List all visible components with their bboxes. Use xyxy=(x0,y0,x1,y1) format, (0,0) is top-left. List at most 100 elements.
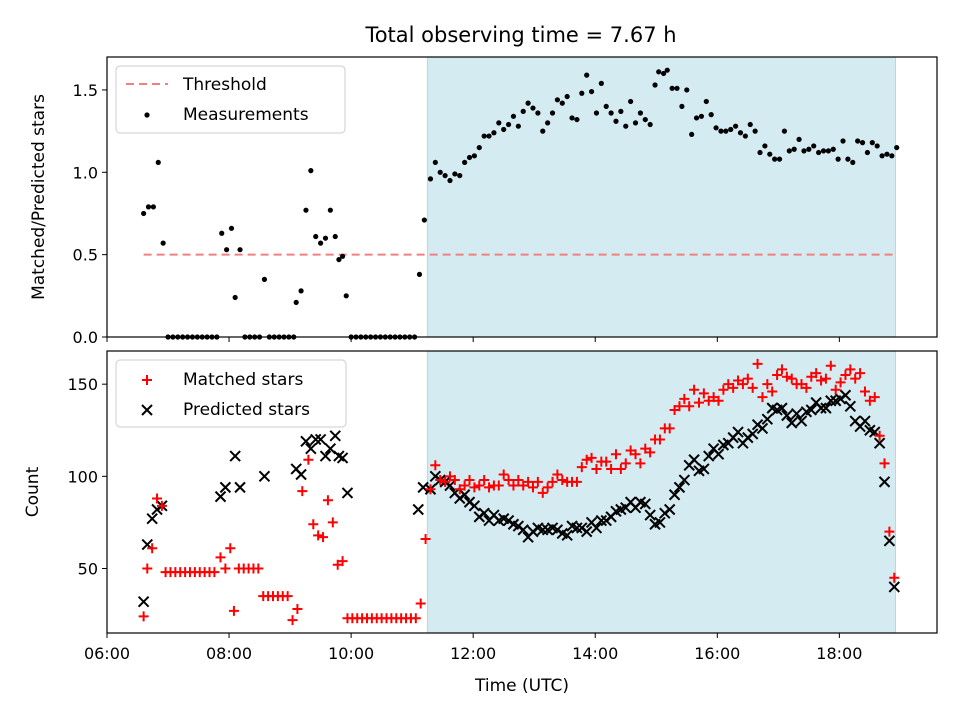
matched-star-point xyxy=(493,480,504,491)
measurement-point xyxy=(889,153,895,159)
measurement-point xyxy=(801,148,807,154)
predicted-star-point xyxy=(295,468,307,481)
matched-star-point xyxy=(420,534,431,544)
matched-star-point xyxy=(635,458,646,469)
measurement-point xyxy=(698,113,705,119)
y-tick-label: 1.0 xyxy=(73,163,98,182)
predicted-star-point xyxy=(654,516,666,529)
measurement-point xyxy=(336,256,342,263)
measurement-point xyxy=(679,103,685,110)
measurement-point xyxy=(432,159,438,166)
matched-star-point xyxy=(547,476,558,487)
matched-star-point xyxy=(297,486,308,497)
measurement-point xyxy=(150,204,156,210)
matched-star-point xyxy=(742,373,753,384)
measurement-point xyxy=(447,177,453,184)
measurement-point xyxy=(593,110,600,116)
measurement-point xyxy=(564,93,570,100)
count-panel-x-ticks: 06:00 08:00 10:00 12:00 14:00 16:00 18:00 xyxy=(84,633,862,663)
measurement-point xyxy=(618,108,624,114)
measurement-point xyxy=(559,100,565,106)
predicted-star-point xyxy=(883,535,896,547)
predicted-star-point xyxy=(786,417,798,429)
matched-star-point xyxy=(253,563,264,574)
matched-star-point xyxy=(337,556,348,567)
measurement-point xyxy=(647,121,653,128)
predicted-star-point xyxy=(878,476,891,488)
measurement-point xyxy=(811,143,817,149)
matched-star-point xyxy=(552,469,563,480)
count-panel: 50 100 150 06:00 08:00 10:00 12:00 14:00 16:00 1… xyxy=(23,350,938,696)
x-axis-label: Time (UTC) xyxy=(474,676,569,696)
matched-star-point xyxy=(415,598,426,609)
predicted-star-point xyxy=(761,413,774,425)
measurement-point xyxy=(652,82,658,88)
predicted-star-point xyxy=(146,513,158,525)
x-tick-label: 10:00 xyxy=(328,644,374,663)
predicted-star-point xyxy=(668,489,681,501)
measurement-point xyxy=(845,156,851,162)
matched-star-point xyxy=(630,449,641,460)
x-tick-label: 18:00 xyxy=(816,644,862,663)
matched-star-point xyxy=(308,519,319,530)
matched-star-point xyxy=(479,475,490,486)
measurement-point xyxy=(293,299,299,306)
matched-star-point xyxy=(698,388,709,399)
legend-box xyxy=(115,359,347,428)
measurement-point xyxy=(864,149,871,156)
matched-star-point xyxy=(747,382,758,393)
matched-star-point xyxy=(542,482,553,493)
matched-star-point xyxy=(225,543,236,554)
measurement-point xyxy=(466,154,473,161)
measurement-point xyxy=(874,143,880,149)
measurement-point xyxy=(772,156,778,162)
matched-star-point xyxy=(537,487,548,498)
matched-star-point xyxy=(138,611,149,622)
matched-star-point xyxy=(762,379,773,390)
measurement-point xyxy=(322,235,329,241)
measurement-point xyxy=(491,130,497,136)
predicted-star-point xyxy=(673,481,686,494)
predicted-star-point xyxy=(468,500,481,512)
y-tick-label: 100 xyxy=(67,467,98,486)
matched-star-point xyxy=(474,480,485,491)
matched-star-point xyxy=(757,392,768,403)
y-tick-label: 0.0 xyxy=(73,328,98,347)
predicted-star-point xyxy=(417,481,429,494)
predicted-star-point xyxy=(137,595,150,608)
matched-stars-points xyxy=(138,358,900,626)
measurement-point xyxy=(219,230,225,236)
predicted-star-point xyxy=(746,428,759,440)
predicted-star-point xyxy=(805,404,817,416)
matched-star-point xyxy=(147,543,158,554)
matched-star-point xyxy=(209,567,220,578)
matched-star-point xyxy=(674,401,685,412)
measurement-point xyxy=(752,128,758,134)
measurement-point xyxy=(332,233,338,240)
x-tick-label: 06:00 xyxy=(84,644,130,663)
measurement-point xyxy=(298,288,304,294)
matched-star-point xyxy=(527,482,538,493)
matched-star-point xyxy=(801,382,812,393)
predicted-stars-points xyxy=(137,389,900,608)
matched-star-point xyxy=(220,563,231,574)
matched-star-point xyxy=(689,384,700,395)
y-tick-label: 50 xyxy=(78,559,98,578)
matched-star-point xyxy=(464,475,475,486)
measurement-point xyxy=(228,225,235,231)
matched-star-point xyxy=(684,401,695,412)
matched-star-point xyxy=(645,447,656,458)
predicted-star-point xyxy=(712,448,725,460)
matched-star-point xyxy=(215,552,226,563)
predicted-star-point xyxy=(305,442,317,455)
matched-star-point xyxy=(435,475,446,486)
measurement-point xyxy=(584,72,590,78)
predicted-star-point xyxy=(412,503,424,516)
matched-star-point xyxy=(874,430,885,441)
matched-star-point xyxy=(820,373,831,384)
figure-title: Total observing time = 7.67 h xyxy=(364,23,676,47)
x-tick-label: 08:00 xyxy=(206,644,252,663)
measurement-point xyxy=(733,123,739,129)
legend-matched-label: Matched stars xyxy=(183,370,303,390)
